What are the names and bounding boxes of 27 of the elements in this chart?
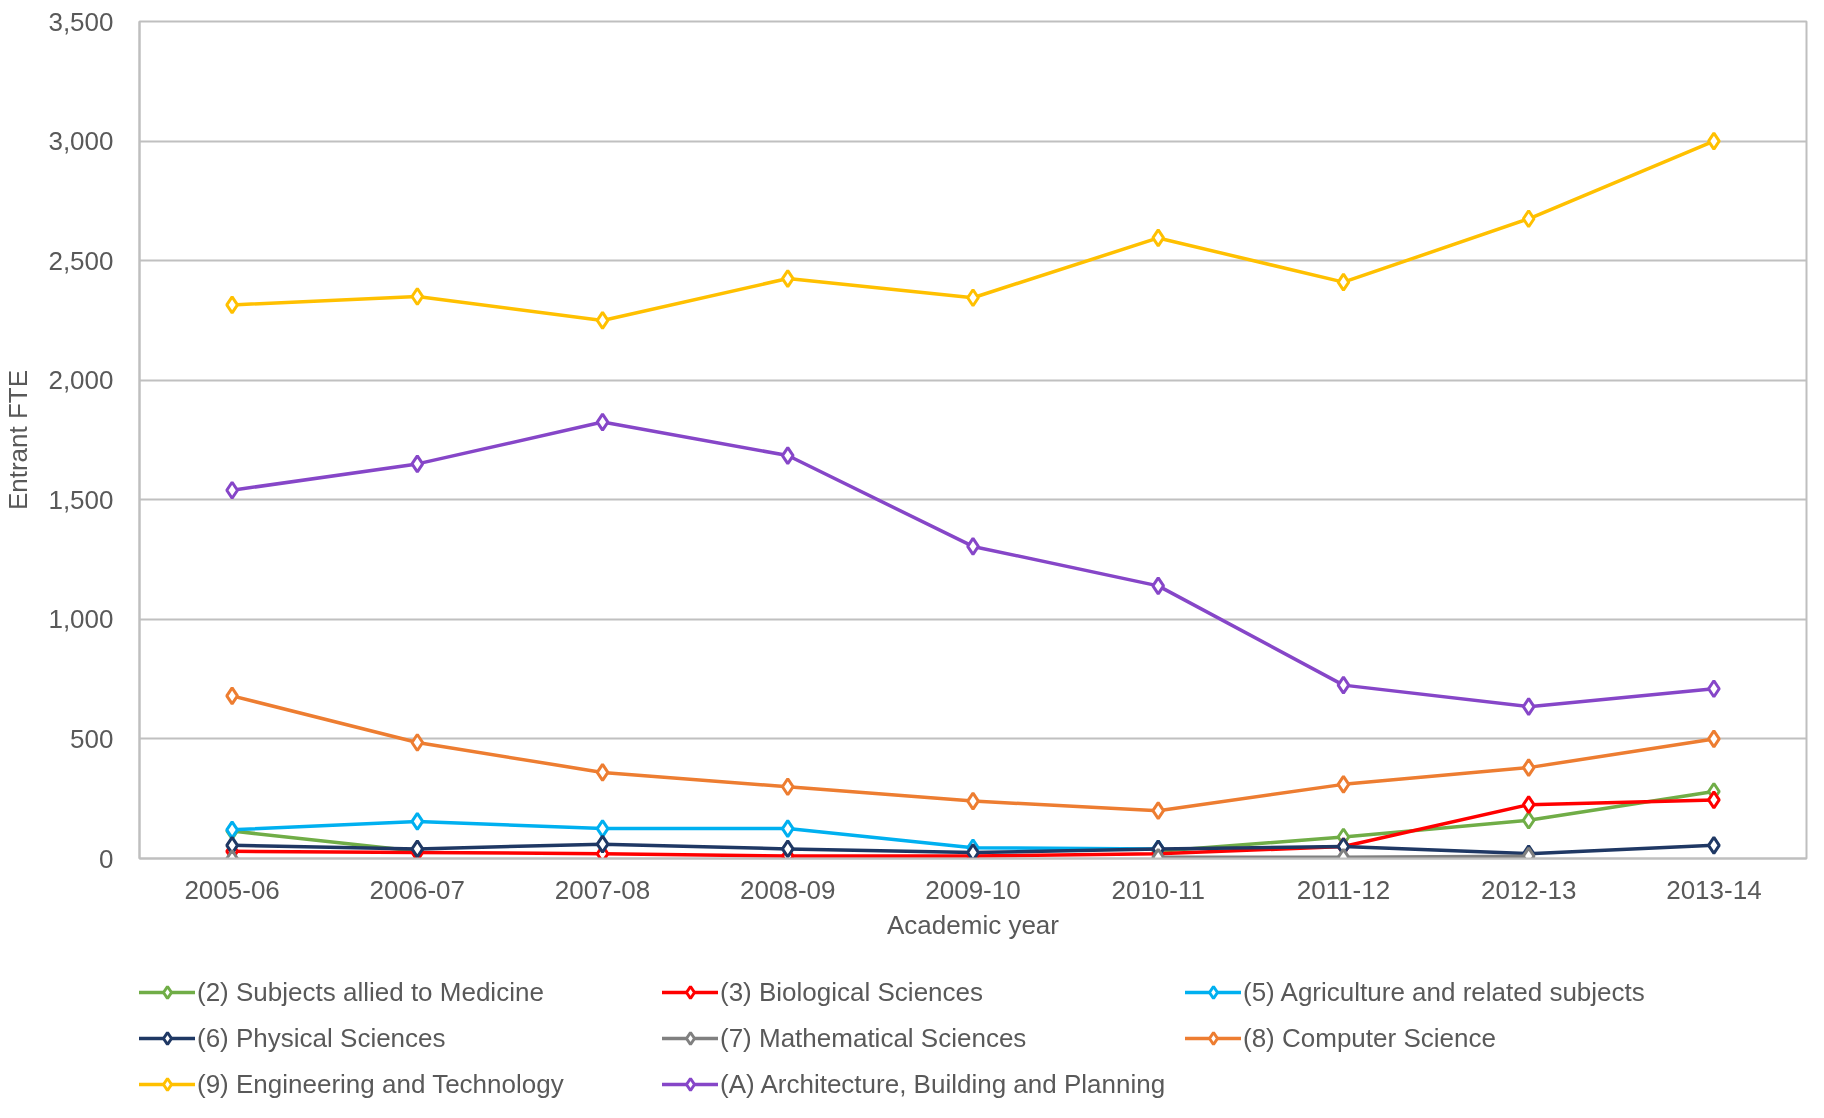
legend-label: (7) Mathematical Sciences xyxy=(720,1021,1028,1055)
x-tick-label: 2009-10 xyxy=(925,874,1021,905)
legend-label: (3) Biological Sciences xyxy=(720,975,984,1009)
legend-label: (2) Subjects allied to Medicine xyxy=(197,975,545,1009)
y-axis-title: Entrant FTE xyxy=(3,369,34,511)
y-tick-label: 500 xyxy=(70,723,114,754)
x-tick-label: 2013-14 xyxy=(1666,874,1762,905)
x-axis-title: Academic year xyxy=(887,909,1060,940)
y-tick-label: 1,500 xyxy=(48,484,114,515)
y-tick-label: 2,500 xyxy=(48,245,114,276)
x-tick-label: 2005-06 xyxy=(184,874,280,905)
legend-label: (9) Engineering and Technology xyxy=(197,1067,565,1101)
y-tick-label: 1,000 xyxy=(48,604,114,635)
x-tick-label: 2010-11 xyxy=(1111,874,1205,905)
x-tick-label: 2011-12 xyxy=(1296,874,1391,905)
x-tick-label: 2006-07 xyxy=(369,874,466,905)
legend-label: (A) Architecture, Building and Planning xyxy=(720,1067,1167,1101)
x-tick-label: 2008-09 xyxy=(740,874,836,905)
y-tick-label: 2,000 xyxy=(48,365,114,396)
x-tick-label: 2012-13 xyxy=(1480,874,1577,905)
y-tick-label: 3,500 xyxy=(48,6,114,37)
y-tick-label: 0 xyxy=(99,843,114,874)
legend-label: (5) Agriculture and related subjects xyxy=(1243,975,1646,1009)
legend-label: (6) Physical Sciences xyxy=(197,1021,447,1055)
legend-label: (8) Computer Science xyxy=(1243,1021,1497,1055)
x-tick-label: 2007-08 xyxy=(554,874,651,905)
y-tick-label: 3,000 xyxy=(48,126,114,157)
